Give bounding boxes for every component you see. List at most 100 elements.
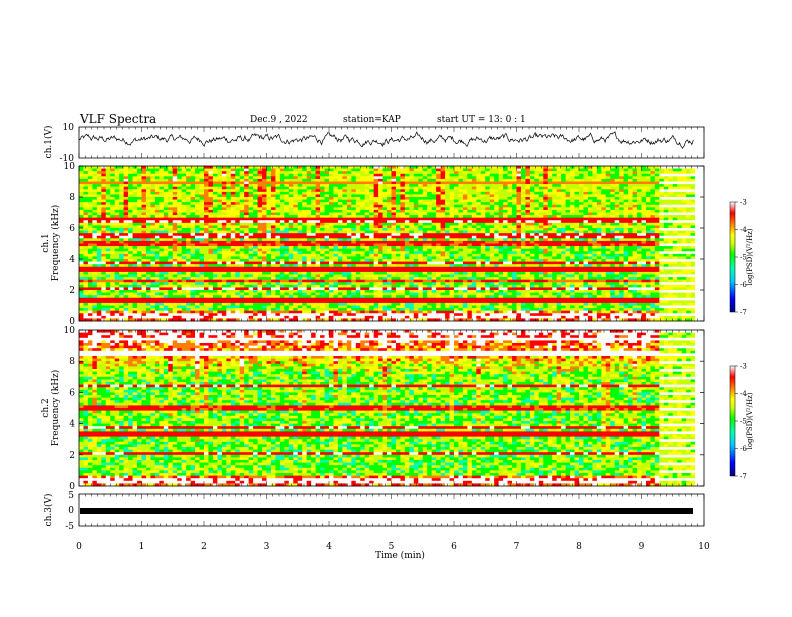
spectrogram-cell (123, 199, 129, 203)
spectrogram-cell (163, 259, 169, 262)
spectrogram-cell (96, 220, 102, 224)
spectrogram-cell (346, 253, 352, 257)
spectrogram-cell (101, 222, 107, 226)
spectrogram-cell (329, 310, 334, 314)
spectrogram-cell (333, 297, 339, 301)
spectrogram-cell (168, 202, 174, 206)
spectrogram-cell (284, 233, 290, 237)
spectrogram-cell (190, 189, 196, 193)
spectrogram-cell (413, 225, 419, 229)
spectrogram-cell (279, 225, 285, 229)
spectrogram-cell (96, 230, 102, 234)
spectrogram-cell (364, 212, 370, 216)
spectrogram-cell (181, 269, 187, 273)
spectrogram-cell (270, 220, 276, 224)
spectrogram-cell (306, 199, 312, 203)
spectrogram-cell (418, 209, 424, 213)
spectrogram-cell (79, 287, 84, 291)
spectrogram-cell (311, 176, 316, 180)
spectrogram-cell (137, 310, 142, 314)
spectrogram-cell (266, 191, 272, 195)
spectrogram-cell (221, 243, 227, 247)
spectrogram-cell (244, 171, 250, 175)
spectrogram-cell (105, 313, 111, 317)
spectrogram-cell (105, 222, 111, 226)
spectrogram-cell (427, 233, 433, 237)
spectrogram-cell (400, 279, 406, 283)
spectrogram-cell (275, 282, 281, 286)
spectrogram-cell (79, 166, 84, 169)
spectrogram-cell (92, 274, 98, 278)
spectrogram-cell (288, 207, 294, 211)
spectrogram-cell (418, 222, 424, 226)
spectrogram-cell (87, 233, 93, 237)
spectrogram-cell (163, 238, 169, 242)
spectrogram-cell (159, 277, 165, 281)
spectrogram-cell (279, 284, 285, 288)
spectrogram-cell (177, 313, 183, 317)
spectrogram-cell (190, 199, 196, 203)
spectrogram-cell (279, 264, 285, 268)
spectrogram-cell (248, 199, 254, 203)
spectrogram-cell (288, 228, 294, 231)
spectrogram-cell (436, 204, 441, 208)
spectrogram-cell (378, 220, 383, 224)
spectrogram-cell (150, 171, 156, 175)
spectrogram-cell (87, 171, 93, 175)
spectrogram-cell (141, 178, 147, 182)
spectrogram-cell (244, 212, 250, 216)
spectrogram-cell (128, 308, 133, 312)
spectrogram-cell (324, 191, 330, 195)
spectrogram-cell (279, 178, 285, 182)
spectrogram-cell (128, 181, 133, 185)
spectrogram-cell (114, 209, 120, 213)
spectrogram-cell (159, 243, 165, 247)
spectrogram-cell (181, 284, 187, 288)
spectrogram-cell (87, 243, 93, 247)
spectrogram-cell (373, 269, 379, 273)
spectrogram-cell (346, 297, 352, 301)
spectrogram-cell (311, 246, 316, 250)
spectrogram-cell (329, 302, 334, 306)
spectrogram-cell (79, 238, 84, 242)
spectrogram-cell (128, 310, 133, 314)
spectrogram-cell (253, 313, 258, 317)
spectrogram-cell (351, 178, 357, 182)
spectrogram-cell (114, 246, 120, 250)
spectrogram-cell (333, 176, 339, 180)
spectrogram-cell (409, 259, 415, 262)
spectrogram-cell (190, 220, 196, 224)
spectrogram-cell (418, 246, 424, 250)
spectrogram-cell (141, 209, 147, 213)
spectrogram-cell (284, 186, 290, 190)
spectrogram-cell (101, 178, 107, 182)
spectrogram-cell (262, 181, 267, 185)
spectrogram-cell (119, 225, 125, 229)
spectrogram-cell (351, 274, 357, 278)
spectrogram-cell (114, 233, 120, 237)
spectrogram-cell (306, 184, 312, 188)
spectrogram-cell (79, 184, 84, 188)
spectrogram-cell (382, 295, 388, 299)
spectrogram-cell (440, 305, 446, 309)
spectrogram-cell (141, 313, 147, 317)
spectrogram-cell (248, 197, 254, 200)
spectrogram-cell (83, 256, 89, 260)
spectrogram-cell (266, 271, 272, 275)
spectrogram-cell (172, 305, 178, 309)
spectrogram-cell (324, 222, 330, 226)
spectrogram-cell (436, 194, 441, 198)
spectrogram-cell (114, 176, 120, 180)
spectrogram-cell (302, 253, 308, 257)
spectrogram-cell (132, 215, 138, 219)
spectrogram-cell (293, 220, 299, 224)
spectrogram-cell (275, 300, 281, 304)
spectrogram-cell (369, 220, 375, 224)
spectrogram-cell (315, 240, 321, 244)
spectrogram-cell (199, 207, 205, 211)
spectrogram-cell (248, 251, 254, 255)
spectrogram-cell (199, 302, 205, 306)
spectrogram-cell (378, 302, 383, 306)
spectrogram-cell (186, 194, 191, 198)
spectrogram-cell (315, 290, 321, 293)
